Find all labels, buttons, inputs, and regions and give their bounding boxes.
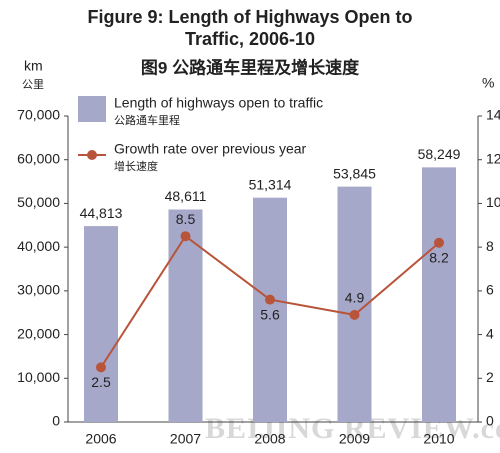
value-label: 2.5 <box>91 374 111 390</box>
y2-tick-label: 2 <box>486 369 494 385</box>
legend-label: Length of highways open to traffic <box>114 95 323 111</box>
legend-swatch <box>87 150 97 160</box>
value-label: 44,813 <box>80 205 123 221</box>
point <box>349 309 360 320</box>
chart-title: Figure 9: Length of Highways Open to <box>87 7 412 27</box>
y-tick-label: 70,000 <box>17 107 60 123</box>
y-tick-label: 10,000 <box>17 369 60 385</box>
point <box>434 237 444 248</box>
legend-label: Growth rate over previous year <box>114 141 307 157</box>
point <box>180 231 191 242</box>
value-label: 5.6 <box>260 306 280 322</box>
value-label: 48,611 <box>165 188 207 204</box>
y-tick-label: 30,000 <box>17 282 60 298</box>
chart-subtitle: 图9 公路通车里程及增长速度 <box>141 57 360 77</box>
bar <box>84 226 118 422</box>
x-tick-label: 2010 <box>423 431 454 447</box>
y2-tick-label: 0 <box>486 413 494 429</box>
y2-tick-label: 8 <box>486 238 494 254</box>
y-tick-label: 60,000 <box>17 150 60 166</box>
value-label: 8.5 <box>176 211 196 227</box>
y2-tick-label: 12 <box>486 150 500 166</box>
legend-label: 增长速度 <box>114 159 158 173</box>
y-tick-label: 40,000 <box>17 238 60 254</box>
bar <box>253 197 287 422</box>
value-label: 53,845 <box>333 165 376 181</box>
value-label: 58,249 <box>418 146 461 162</box>
y-axis-label: 公里 <box>22 78 44 91</box>
legend-label: 公路通车里程 <box>114 113 180 127</box>
value-label: 4.9 <box>345 290 365 306</box>
chart-title: Traffic, 2006-10 <box>185 29 315 49</box>
x-tick-label: 2007 <box>170 431 201 447</box>
bar <box>168 209 203 422</box>
y2-tick-label: 4 <box>486 325 494 341</box>
y-tick-label: 50,000 <box>17 194 60 210</box>
y-tick-label: 20,000 <box>17 325 60 341</box>
value-label: 8.2 <box>429 249 449 265</box>
legend-swatch <box>78 96 106 122</box>
point <box>96 362 106 373</box>
x-tick-label: 2006 <box>85 431 116 447</box>
y2-tick-label: 6 <box>486 282 494 298</box>
x-tick-label: 2009 <box>339 431 370 447</box>
y2-tick-label: 14 <box>486 107 500 123</box>
value-label: 51,314 <box>249 176 292 192</box>
y-axis-label: km <box>24 58 43 74</box>
x-tick-label: 2008 <box>254 431 285 447</box>
y-tick-label: 0 <box>52 413 60 429</box>
point <box>265 294 275 305</box>
y2-tick-label: 10 <box>486 194 500 210</box>
bar <box>422 167 456 422</box>
y2-axis-label: % <box>482 75 494 91</box>
